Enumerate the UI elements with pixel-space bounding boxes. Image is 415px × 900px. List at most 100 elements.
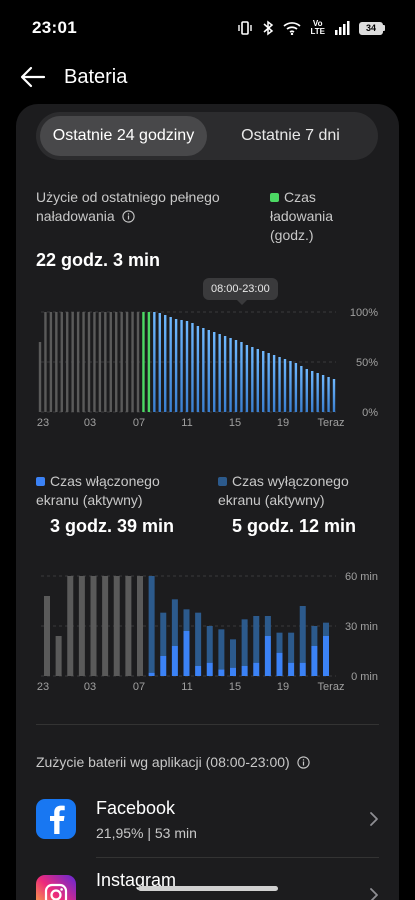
screen-off-bar — [264, 616, 271, 636]
screen-on-bar — [230, 667, 236, 676]
screen-on-bar — [148, 672, 155, 676]
screen-time-bar — [90, 576, 97, 676]
battery-level-bar — [98, 312, 102, 412]
x-tick-label: 03 — [84, 681, 96, 693]
screen-on-swatch — [36, 477, 45, 486]
battery-level-bar — [262, 351, 265, 412]
app-bar: Bateria — [0, 56, 415, 98]
chevron-right-icon — [359, 811, 379, 827]
battery-level-bar — [294, 363, 298, 412]
battery-level-bar — [44, 312, 47, 412]
screen-off-label: Czas wyłączonego ekranu (aktywny) — [218, 473, 349, 508]
screen-off-bar — [241, 619, 248, 666]
screen-off-bar — [195, 612, 202, 666]
battery-level-bar — [66, 312, 69, 412]
screen-on-bar — [311, 646, 318, 676]
battery-icon: 34 — [359, 21, 385, 35]
battery-level-bar — [213, 332, 216, 412]
battery-level-bar — [76, 312, 80, 412]
x-tick-label: 11 — [181, 417, 192, 429]
battery-level-bar — [332, 379, 336, 412]
screen-on-bar — [160, 656, 167, 676]
arrow-left-icon — [20, 66, 46, 88]
apps-section-title-text: Zużycie baterii wg aplikacji (08:00-23:0… — [36, 754, 290, 770]
screen-off-bar — [183, 609, 190, 631]
y-tick-label: 0% — [362, 407, 378, 419]
screen-time-bar — [67, 576, 74, 676]
screen-time-bar — [113, 576, 120, 676]
charge-legend: Czas ładowania (godz.) — [270, 188, 380, 245]
screen-off-bar — [253, 616, 260, 663]
page-title: Bateria — [64, 65, 128, 88]
screen-on-bar — [195, 666, 202, 676]
usage-value: 22 godz. 3 min — [36, 250, 161, 270]
battery-level-bar — [272, 355, 276, 412]
screen-on-bar — [323, 636, 329, 676]
apps-info-icon[interactable] — [296, 756, 310, 772]
screen-time-bar — [78, 576, 85, 676]
bluetooth-icon — [262, 20, 274, 36]
screen-off-bar — [148, 576, 155, 673]
x-tick-label: 23 — [37, 417, 49, 429]
battery-level-bar — [125, 312, 129, 412]
app-row-facebook[interactable]: Facebook 21,95% | 53 min — [36, 788, 379, 850]
tab-last-24-hours[interactable]: Ostatnie 24 godziny — [40, 116, 207, 156]
y-tick-label: 50% — [356, 357, 378, 369]
screen-on-legend: Czas włączonego ekranu (aktywny) — [36, 472, 206, 510]
time-range-tooltip: 08:00-23:00 — [203, 278, 278, 300]
status-bar: 23:01 Vo LTE 34 — [0, 0, 415, 56]
battery-content: Ostatnie 24 godziny Ostatnie 7 dni Użyci… — [16, 104, 399, 900]
battery-level-bar — [109, 312, 112, 412]
battery-level-bar — [87, 312, 91, 412]
battery-level-chart: 100% 50% 0% 23 03 07 11 15 19 Teraz — [37, 307, 378, 429]
section-divider — [36, 724, 379, 725]
battery-level-bar — [223, 336, 227, 412]
screen-off-bar — [171, 599, 178, 646]
battery-level-bar — [245, 345, 249, 412]
screen-off-bar — [323, 622, 329, 636]
battery-level-bar — [153, 312, 156, 412]
info-icon[interactable] — [121, 209, 135, 228]
battery-level-bar — [136, 312, 140, 412]
row-divider — [96, 857, 379, 858]
status-time: 23:01 — [32, 18, 77, 37]
battery-level-bar — [229, 338, 232, 412]
battery-level-bar — [283, 359, 287, 412]
battery-level-bar — [174, 319, 178, 412]
x-tick-label: Teraz — [318, 681, 345, 693]
battery-level-bar — [256, 349, 259, 412]
battery-level-bar — [218, 334, 221, 412]
y-tick-label: 100% — [350, 307, 378, 319]
screen-off-bar — [206, 626, 213, 663]
x-tick-label: 11 — [181, 681, 192, 693]
battery-level-bar — [202, 328, 205, 412]
battery-level-bar — [131, 312, 134, 412]
instagram-icon — [36, 875, 76, 900]
volte-icon: Vo LTE — [310, 19, 325, 36]
x-tick-label: 15 — [229, 417, 241, 429]
screen-on-bar — [183, 631, 190, 676]
app-text-facebook: Facebook 21,95% | 53 min — [96, 798, 359, 841]
home-indicator[interactable] — [138, 886, 278, 891]
battery-level-bar — [267, 353, 270, 412]
tab-last-7-days[interactable]: Ostatnie 7 dni — [241, 127, 340, 144]
usage-label: Użycie od ostatniego pełnego naładowania — [36, 188, 236, 228]
battery-level-bar — [164, 315, 167, 412]
usage-label-text: Użycie od ostatniego pełnego naładowania — [36, 189, 220, 224]
battery-level-bar — [169, 317, 172, 412]
x-tick-label: 23 — [37, 681, 49, 693]
x-tick-label: 07 — [133, 681, 145, 693]
app-row-instagram[interactable]: Instagram — [36, 864, 379, 900]
signal-icon — [334, 21, 350, 35]
x-tick-label: 19 — [277, 417, 289, 429]
battery-level-bar — [311, 371, 314, 412]
screen-off-bar — [276, 632, 283, 653]
battery-level-bar — [158, 313, 161, 412]
back-button[interactable] — [0, 56, 64, 98]
screen-time-bar — [44, 596, 50, 676]
battery-level-bar — [82, 312, 85, 412]
screen-off-bar — [288, 632, 295, 663]
battery-level-bar — [55, 312, 58, 412]
x-tick-label: 19 — [277, 681, 289, 693]
screen-off-bar — [311, 626, 318, 646]
